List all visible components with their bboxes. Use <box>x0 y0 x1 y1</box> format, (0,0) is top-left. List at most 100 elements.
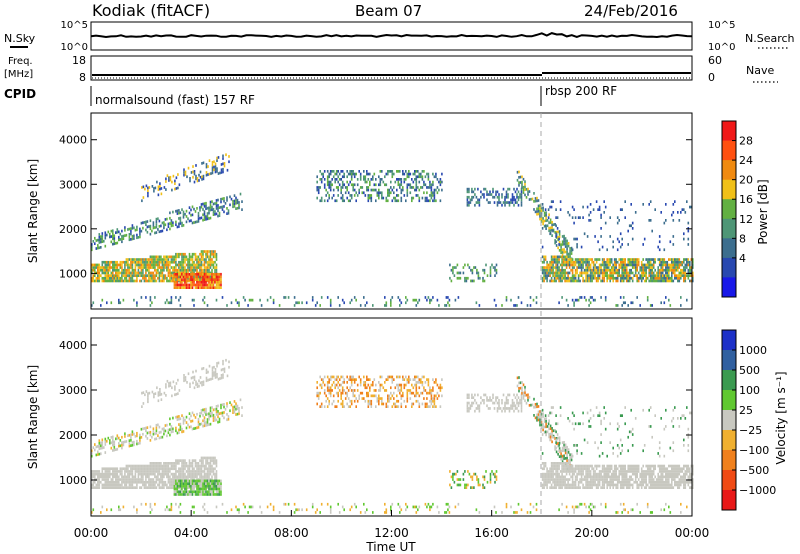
velocity-cell <box>226 404 228 408</box>
power-cell <box>585 268 587 272</box>
power-cell <box>329 180 332 184</box>
velocity-cell <box>179 482 182 485</box>
velocity-cell <box>545 422 547 426</box>
velocity-cell <box>334 405 336 408</box>
power-cell <box>211 268 213 272</box>
power-cell <box>591 276 593 280</box>
velocity-cell <box>195 369 197 373</box>
power-cell <box>112 279 114 283</box>
power-cell <box>651 258 653 261</box>
power-cell <box>592 266 595 269</box>
power-cell <box>619 279 622 283</box>
velocity-cell <box>101 486 104 489</box>
velocity-cell <box>121 486 123 489</box>
velocity-cell <box>545 425 547 429</box>
power-cell <box>661 266 664 269</box>
power-cell <box>478 203 481 207</box>
velocity-cell <box>560 457 562 461</box>
power-cell <box>570 249 573 253</box>
velocity-cell <box>119 472 122 476</box>
power-cell <box>412 186 415 189</box>
power-cell <box>433 196 436 200</box>
power-cell <box>184 170 187 174</box>
velocity-cell <box>474 393 476 397</box>
power-cell <box>604 274 607 277</box>
velocity-cell <box>215 490 218 494</box>
power-cell <box>133 226 135 230</box>
velocity-cell <box>154 392 157 395</box>
power-cell <box>627 279 629 283</box>
power-cell <box>639 274 641 277</box>
velocity-cell <box>118 444 120 448</box>
power-cell <box>185 286 188 289</box>
power-cell <box>193 278 195 281</box>
velocity-cell <box>196 490 198 494</box>
power-cell <box>346 180 348 184</box>
velocity-cell <box>119 444 122 448</box>
power-cell <box>232 200 234 203</box>
power-cell <box>205 280 207 284</box>
power-cell <box>558 266 560 269</box>
velocity-cell <box>190 482 192 485</box>
velocity-cell <box>197 417 200 421</box>
power-cell <box>550 279 553 283</box>
velocity-cell <box>331 389 333 392</box>
power-cell <box>429 199 431 203</box>
power-cell <box>502 187 505 191</box>
power-cell <box>630 203 632 206</box>
velocity-cell <box>103 446 105 449</box>
velocity-cell <box>534 416 537 420</box>
velocity-cell <box>140 467 143 471</box>
power-cell <box>106 276 108 280</box>
power-cell <box>146 260 149 264</box>
power-cell <box>391 175 394 179</box>
power-cell <box>335 172 338 176</box>
power-cell <box>511 201 514 204</box>
velocity-cell <box>92 472 95 476</box>
power-cell <box>142 266 144 269</box>
power-cell <box>182 266 185 269</box>
power-cell <box>95 276 98 280</box>
velocity-cell <box>140 472 143 476</box>
velocity-cell <box>233 400 236 403</box>
velocity-cell <box>115 472 117 476</box>
nave-tick-bottom: 0 <box>708 71 715 84</box>
power-cell <box>665 274 667 277</box>
velocity-cell <box>109 472 111 476</box>
velocity-cell <box>209 490 212 494</box>
velocity-cell <box>359 383 362 387</box>
velocity-cell <box>161 475 164 479</box>
power-cell <box>604 263 607 267</box>
power-cell <box>472 195 475 199</box>
power-cell <box>556 227 559 230</box>
power-cell <box>396 178 398 181</box>
velocity-cell <box>332 394 335 398</box>
power-cell <box>649 200 652 203</box>
power-cell <box>185 258 188 261</box>
power-cell <box>203 268 206 272</box>
power-cell <box>332 188 335 192</box>
velocity-cell <box>441 378 443 381</box>
velocity-cell <box>136 431 138 435</box>
velocity-cell <box>378 389 380 392</box>
power-cell <box>373 172 376 176</box>
velocity-cell <box>197 493 200 496</box>
velocity-cell <box>122 467 125 471</box>
power-cell <box>598 208 601 211</box>
velocity-cell <box>223 405 225 409</box>
power-cell <box>555 276 557 280</box>
power-cell <box>134 228 137 232</box>
velocity-cell <box>417 391 419 395</box>
power-cell <box>193 263 195 267</box>
power-cell <box>205 266 207 269</box>
power-cell <box>489 271 492 275</box>
power-cell <box>143 266 146 269</box>
velocity-cell <box>185 464 188 468</box>
power-cell <box>687 276 690 280</box>
power-cell <box>160 255 162 259</box>
power-cell <box>627 276 629 280</box>
velocity-cell <box>148 486 150 489</box>
power-cell <box>622 301 625 305</box>
power-cell <box>565 298 568 302</box>
velocity-cell <box>175 472 177 476</box>
